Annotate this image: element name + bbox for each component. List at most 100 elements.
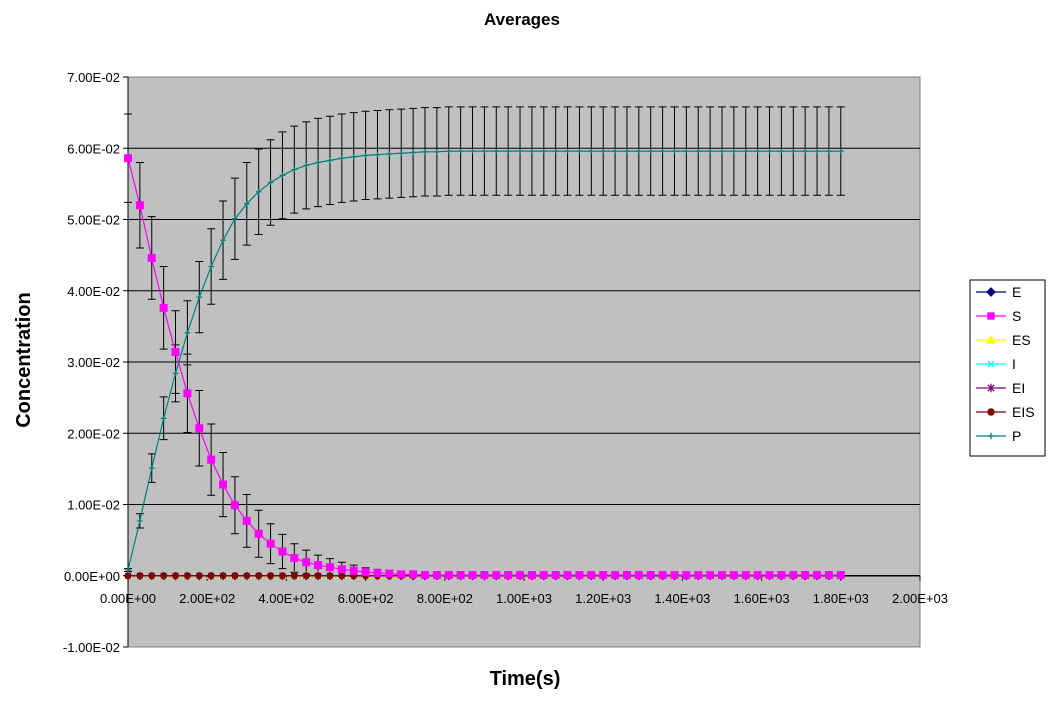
point-p (279, 172, 286, 179)
chart-title: Averages (484, 10, 560, 29)
series-p (125, 148, 844, 573)
legend-marker (987, 360, 995, 368)
point-s (242, 516, 251, 525)
x-tick-label: 8.00E+02 (417, 591, 473, 606)
point-p (196, 294, 203, 300)
point-s (777, 571, 786, 580)
point-s (349, 566, 358, 575)
point-p (410, 149, 416, 156)
y-tick-label: 4.00E-02 (67, 284, 120, 299)
legend-item-s: S (976, 308, 1021, 324)
point-p (457, 148, 464, 154)
point-s (314, 561, 323, 570)
point-s (670, 571, 679, 580)
point-eis (291, 572, 298, 580)
y-axis-title: Concentration (13, 292, 35, 428)
point-eis (243, 572, 251, 580)
legend-label: EIS (1012, 404, 1035, 420)
point-eis (302, 572, 310, 580)
point-p (826, 148, 832, 154)
point-s (195, 424, 204, 433)
legend-marker (985, 334, 997, 344)
x-tick-label: 1.20E+03 (575, 591, 631, 606)
point-p (493, 148, 500, 154)
point-s (444, 571, 453, 580)
point-s (421, 571, 429, 580)
point-s (254, 529, 263, 538)
point-s (385, 569, 394, 578)
x-tick-label: 0.00E+00 (100, 591, 156, 606)
point-s (765, 571, 774, 580)
point-eis (207, 572, 215, 580)
legend-item-i: I (976, 356, 1016, 372)
point-eis (124, 572, 132, 580)
legend-marker (986, 287, 996, 297)
point-p (350, 154, 357, 160)
point-p (267, 179, 274, 186)
point-s (230, 501, 239, 510)
point-p (814, 148, 820, 154)
point-s (622, 571, 631, 580)
point-s (325, 563, 334, 572)
point-s (516, 571, 525, 580)
point-p (469, 148, 476, 154)
point-p (255, 188, 262, 195)
point-p (541, 148, 547, 154)
y-tick-label: 0.00E+00 (64, 569, 120, 584)
point-s (124, 154, 132, 163)
legend-label: EI (1012, 380, 1025, 396)
point-p (303, 162, 309, 169)
legend-item-e: E (976, 284, 1021, 300)
point-p (398, 150, 405, 157)
point-eis (172, 572, 179, 580)
point-p (636, 148, 642, 154)
point-p (588, 148, 595, 154)
point-s (480, 571, 489, 580)
x-tick-label: 1.60E+03 (734, 591, 790, 606)
point-s (813, 571, 822, 580)
point-s (278, 547, 287, 556)
point-p (742, 148, 749, 154)
point-p (671, 148, 678, 154)
point-p (731, 148, 737, 154)
point-s (302, 558, 311, 567)
point-s (504, 571, 513, 580)
point-s (801, 571, 810, 580)
legend-label: I (1012, 356, 1016, 372)
point-p (552, 148, 559, 154)
legend-item-ei: EI (976, 380, 1025, 396)
point-s (183, 389, 192, 398)
legend-marker (987, 312, 995, 320)
point-p (160, 415, 167, 422)
point-p (838, 148, 844, 154)
legend-box (969, 279, 1046, 457)
point-s (147, 253, 156, 262)
point-eis (136, 572, 144, 580)
x-tick-label: 6.00E+02 (338, 591, 394, 606)
legend-marker (987, 383, 995, 393)
point-s (468, 571, 477, 580)
point-p (291, 166, 298, 173)
point-p (778, 148, 785, 154)
point-eis (267, 572, 274, 580)
x-tick-label: 1.80E+03 (813, 591, 869, 606)
point-s (219, 480, 228, 489)
x-tick-label: 1.00E+03 (496, 591, 552, 606)
point-s (682, 571, 691, 580)
point-s (634, 571, 643, 580)
point-s (290, 553, 299, 562)
point-eis (148, 572, 156, 580)
legend-label: ES (1012, 332, 1031, 348)
y-tick-label: 6.00E-02 (67, 141, 120, 156)
point-s (599, 571, 608, 580)
point-s (729, 571, 738, 580)
point-p (315, 159, 321, 166)
legend-marker (987, 408, 995, 416)
point-eis (279, 572, 286, 580)
point-p (481, 148, 488, 154)
point-s (373, 568, 382, 577)
y-tick-label: 7.00E-02 (67, 70, 120, 85)
point-s (492, 571, 501, 580)
point-p (505, 148, 511, 154)
